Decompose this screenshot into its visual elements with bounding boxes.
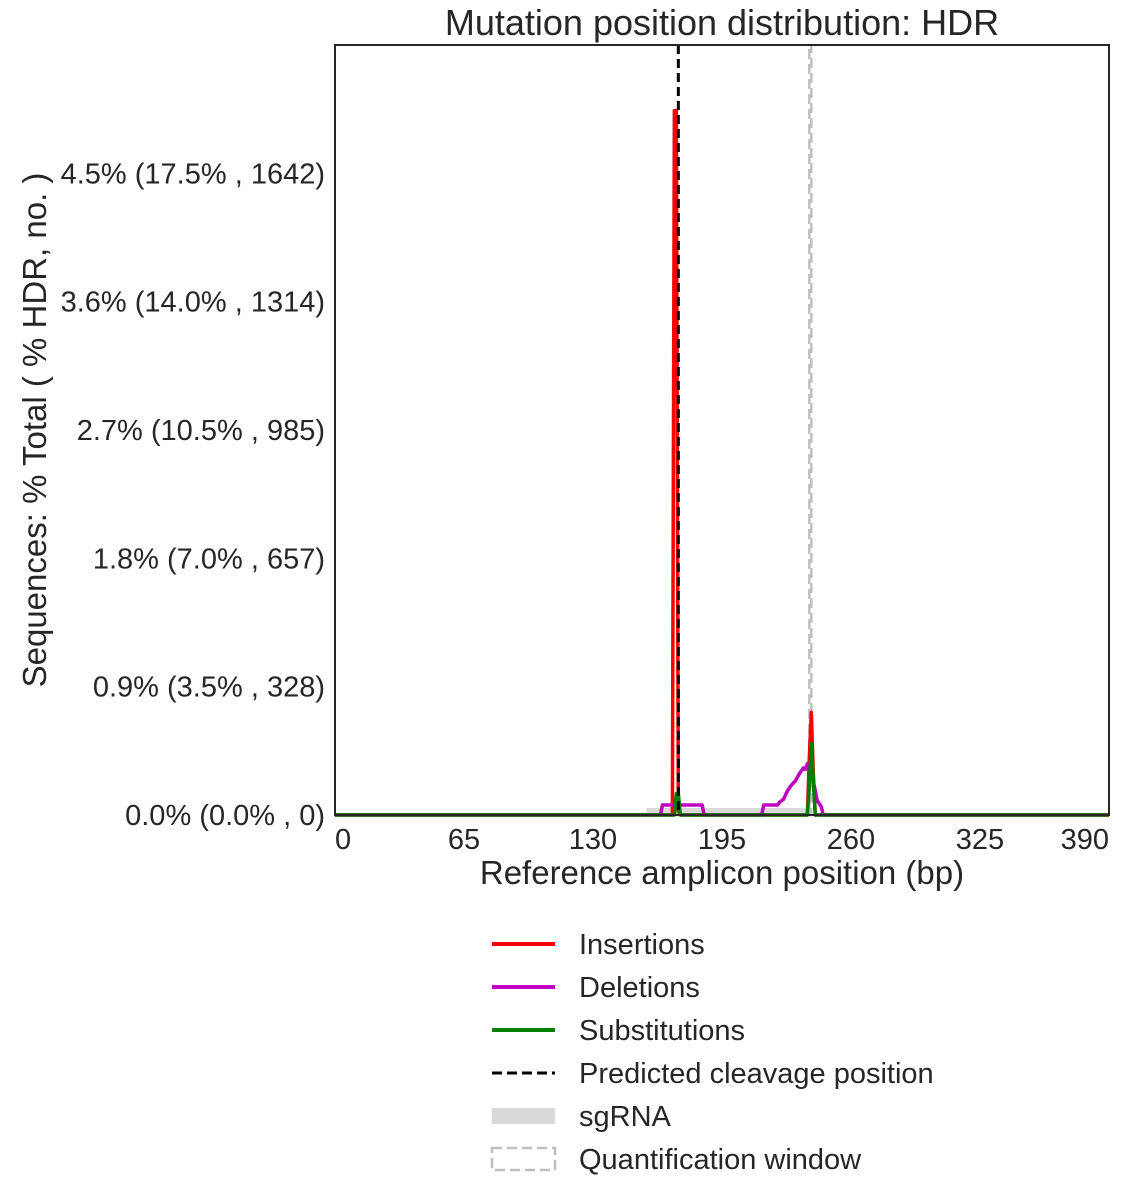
legend: Insertions Deletions Substitutions Predicte… [490, 929, 934, 1176]
legend-deletions-label: Deletions [579, 972, 700, 1004]
y-tick-label: 2.7% (10.5% , 985) [77, 415, 325, 447]
legend-substitutions-label: Substitutions [579, 1015, 745, 1047]
y-tick-label: 0.0% (0.0% , 0) [125, 800, 325, 832]
legend-insertions-label: Insertions [579, 929, 705, 961]
legend-quantification-window-label: Quantification window [579, 1144, 862, 1176]
x-tick-label: 260 [827, 824, 875, 856]
x-tick-label: 130 [569, 824, 617, 856]
x-tick-label: 195 [698, 824, 746, 856]
legend-quantification-window-swatch [490, 1146, 557, 1172]
sgrna-band [646, 808, 812, 815]
plot-background [335, 45, 1109, 815]
chart-title: Mutation position distribution: HDR [445, 2, 999, 43]
x-tick-label: 65 [448, 824, 480, 856]
y-tick-label: 1.8% (7.0% , 657) [93, 543, 325, 575]
legend-predicted-cleavage-position-label: Predicted cleavage position [579, 1058, 934, 1090]
x-tick-label: 0 [335, 824, 351, 856]
y-tick-label: 4.5% (17.5% , 1642) [61, 158, 325, 190]
y-tick-label: 3.6% (14.0% , 1314) [61, 287, 325, 319]
x-axis-label: Reference amplicon position (bp) [480, 854, 964, 891]
x-tick-label: 390 [1061, 824, 1109, 856]
y-tick-label: 0.9% (3.5% , 328) [93, 672, 325, 704]
legend-sgrna-label: sgRNA [579, 1101, 672, 1133]
y-axis-label: Sequences: % Total ( % HDR, no. ) [16, 173, 53, 688]
plot-frame [334, 44, 1110, 816]
legend-sgrna-swatch [492, 1108, 555, 1124]
plot-area: 0 65 130 195 260 325 390 0.0% (0.0% , 0) 0.9% (3… [61, 43, 1110, 856]
x-tick-label: 325 [956, 824, 1004, 856]
